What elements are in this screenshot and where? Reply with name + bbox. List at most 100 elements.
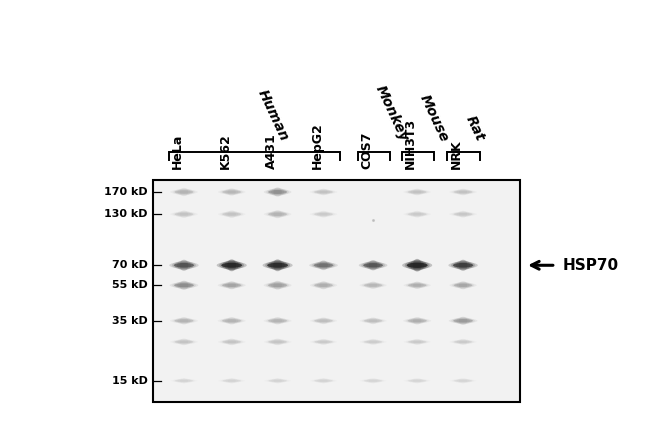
Ellipse shape (170, 319, 198, 323)
Ellipse shape (265, 261, 290, 269)
Ellipse shape (224, 260, 239, 271)
Ellipse shape (454, 318, 473, 324)
Ellipse shape (408, 319, 427, 322)
Ellipse shape (266, 212, 289, 217)
Text: Monkey: Monkey (373, 83, 411, 144)
Ellipse shape (222, 190, 241, 194)
Ellipse shape (266, 282, 289, 288)
Ellipse shape (362, 319, 384, 323)
Ellipse shape (317, 261, 330, 270)
Text: K562: K562 (218, 133, 231, 169)
Ellipse shape (268, 212, 287, 216)
Ellipse shape (459, 281, 467, 289)
Ellipse shape (364, 341, 382, 343)
Ellipse shape (314, 213, 333, 216)
Ellipse shape (367, 318, 380, 324)
Ellipse shape (180, 188, 188, 196)
Ellipse shape (454, 213, 473, 216)
Ellipse shape (268, 319, 287, 322)
Ellipse shape (174, 213, 194, 216)
Ellipse shape (413, 317, 421, 324)
Ellipse shape (448, 319, 477, 323)
Ellipse shape (413, 281, 421, 289)
Ellipse shape (220, 318, 243, 324)
Text: COS7: COS7 (360, 132, 373, 169)
Ellipse shape (179, 280, 188, 290)
Ellipse shape (177, 317, 190, 324)
Ellipse shape (319, 281, 328, 289)
Ellipse shape (270, 260, 285, 271)
Ellipse shape (456, 260, 470, 270)
Ellipse shape (454, 283, 473, 287)
Ellipse shape (222, 319, 242, 322)
Ellipse shape (369, 260, 378, 271)
Ellipse shape (227, 259, 236, 271)
Ellipse shape (314, 261, 333, 269)
Ellipse shape (175, 318, 193, 324)
Ellipse shape (170, 190, 198, 195)
Ellipse shape (364, 380, 382, 382)
Ellipse shape (408, 318, 426, 324)
Ellipse shape (312, 283, 335, 288)
Ellipse shape (406, 318, 429, 324)
Ellipse shape (369, 317, 377, 324)
Ellipse shape (453, 319, 473, 322)
Ellipse shape (319, 261, 328, 270)
Ellipse shape (174, 283, 194, 287)
Bar (153, 180, 520, 402)
Ellipse shape (222, 213, 241, 216)
Ellipse shape (268, 261, 287, 270)
Text: HepG2: HepG2 (311, 122, 324, 169)
Ellipse shape (408, 282, 426, 288)
Ellipse shape (268, 318, 287, 324)
Ellipse shape (177, 260, 191, 270)
Ellipse shape (451, 261, 475, 269)
Ellipse shape (263, 262, 292, 269)
Ellipse shape (174, 319, 194, 322)
Ellipse shape (218, 319, 246, 323)
Ellipse shape (315, 282, 332, 288)
Text: 15 kD: 15 kD (112, 376, 148, 386)
Ellipse shape (274, 210, 281, 218)
Ellipse shape (264, 189, 291, 195)
Ellipse shape (268, 188, 287, 196)
Ellipse shape (221, 263, 242, 268)
Ellipse shape (264, 283, 292, 288)
Ellipse shape (359, 319, 387, 323)
Ellipse shape (359, 283, 387, 288)
Ellipse shape (223, 282, 240, 288)
Ellipse shape (175, 380, 193, 382)
Ellipse shape (170, 283, 198, 288)
Ellipse shape (411, 317, 424, 324)
Ellipse shape (367, 261, 380, 270)
Ellipse shape (314, 283, 333, 287)
Ellipse shape (274, 317, 282, 324)
Ellipse shape (225, 317, 239, 324)
Text: Mouse: Mouse (417, 92, 451, 144)
Ellipse shape (174, 341, 194, 343)
Ellipse shape (313, 263, 333, 267)
Ellipse shape (408, 260, 427, 270)
Ellipse shape (227, 188, 236, 196)
Ellipse shape (363, 319, 383, 322)
Ellipse shape (319, 317, 328, 324)
Ellipse shape (174, 190, 194, 194)
Ellipse shape (225, 282, 239, 289)
Ellipse shape (266, 318, 289, 324)
Ellipse shape (363, 263, 383, 267)
Ellipse shape (268, 211, 287, 217)
Ellipse shape (450, 283, 476, 288)
Ellipse shape (403, 319, 431, 323)
Ellipse shape (312, 262, 335, 269)
Ellipse shape (309, 262, 338, 268)
Ellipse shape (406, 283, 428, 288)
Ellipse shape (361, 261, 385, 269)
Ellipse shape (172, 318, 196, 324)
Ellipse shape (268, 380, 287, 382)
Ellipse shape (174, 261, 194, 270)
Ellipse shape (267, 263, 288, 268)
Ellipse shape (219, 261, 244, 269)
Text: Rat: Rat (463, 114, 487, 144)
Ellipse shape (456, 282, 469, 289)
Ellipse shape (179, 260, 188, 271)
